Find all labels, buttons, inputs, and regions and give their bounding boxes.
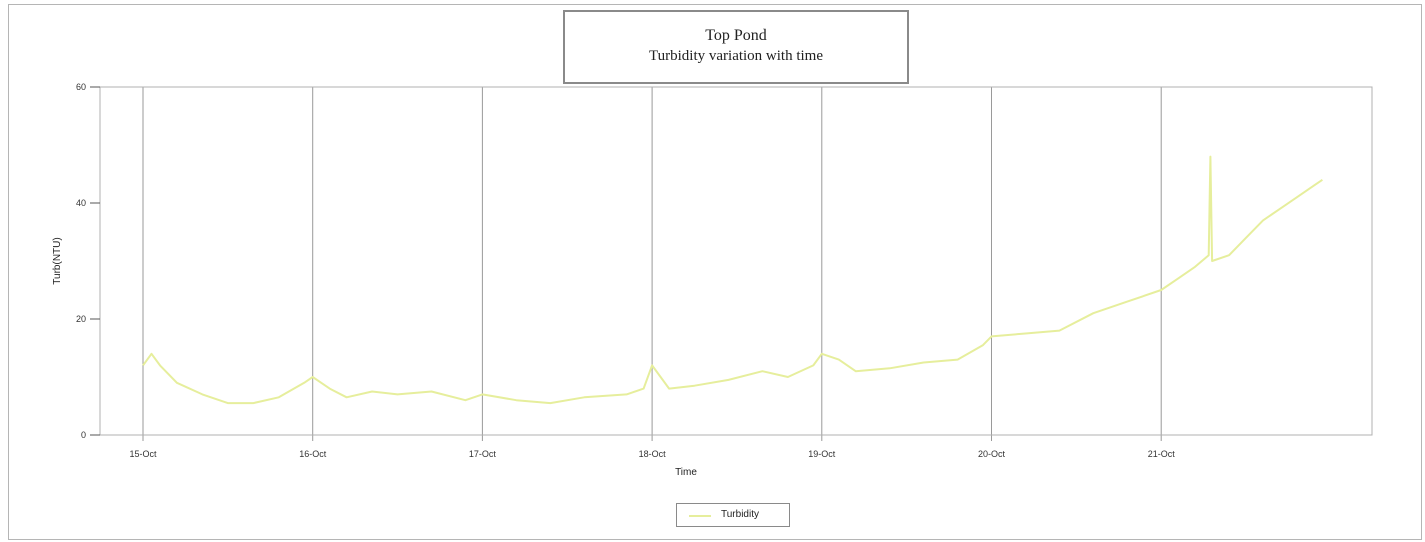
- plot-area: [99, 86, 1373, 436]
- x-tick-label: 16-Oct: [299, 449, 327, 459]
- y-axis: 0 20 40 60: [76, 82, 100, 440]
- x-tick-label: 19-Oct: [808, 449, 836, 459]
- chart-title: Top Pond: [705, 27, 767, 44]
- x-tick-label: 20-Oct: [978, 449, 1006, 459]
- chart-subtitle: Turbidity variation with time: [648, 48, 824, 64]
- legend-label-turbidity: Turbidity: [721, 509, 759, 520]
- y-tick-label: 60: [76, 82, 86, 92]
- turbidity-series-line: [142, 155, 1323, 405]
- x-axis-title: Time: [675, 467, 697, 478]
- y-tick-label: 0: [81, 430, 86, 440]
- x-tick-label: 18-Oct: [639, 449, 667, 459]
- y-axis-title: Turb(NTU): [52, 237, 63, 284]
- chart-title-box: Top Pond Turbidity variation with time: [563, 10, 909, 84]
- x-tick-label: 17-Oct: [469, 449, 497, 459]
- grid-lines: [142, 87, 1162, 441]
- legend-swatch-turbidity: [689, 515, 711, 517]
- x-tick-label: 21-Oct: [1148, 449, 1176, 459]
- y-tick-label: 40: [76, 198, 86, 208]
- x-axis: 15-Oct 16-Oct 17-Oct 18-Oct 19-Oct 20-Oct 21-O…: [129, 449, 1175, 459]
- x-tick-label: 15-Oct: [129, 449, 157, 459]
- y-tick-label: 20: [76, 314, 86, 324]
- legend: Turbidity: [676, 503, 790, 527]
